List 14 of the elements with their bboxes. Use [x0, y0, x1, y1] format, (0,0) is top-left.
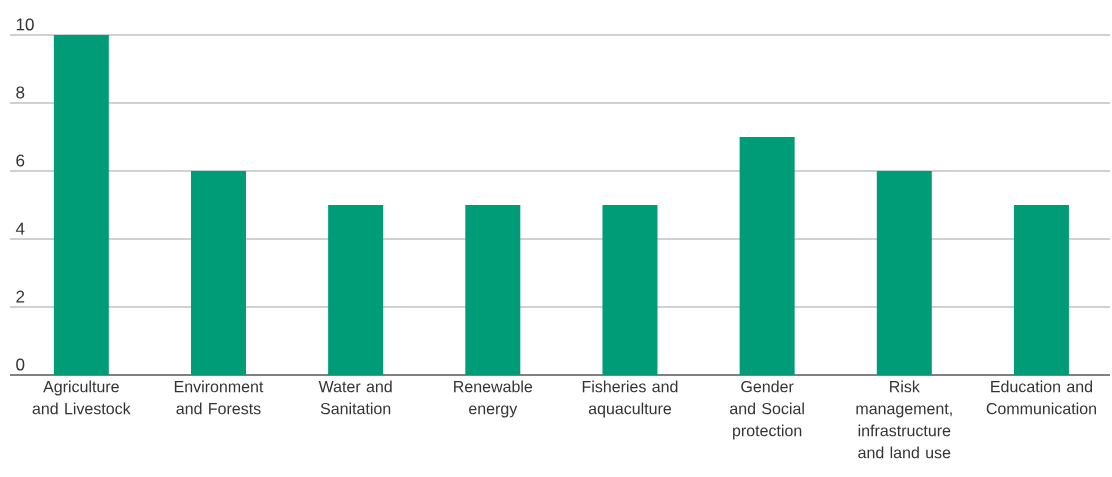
- x-tick-label: Water and Sanitation: [318, 380, 392, 415]
- x-tick-label: Gender and Social protection: [730, 380, 804, 440]
- x-tick-label: Renewable energy: [454, 380, 533, 418]
- y-tick-label: 6: [16, 154, 25, 167]
- x-tick-label: Education and Communication: [986, 380, 1096, 415]
- x-tick-label: Environment and Forests: [174, 380, 264, 415]
- y-tick-label: 4: [15, 222, 25, 235]
- x-tick-label: Agriculture and Livestock: [32, 380, 131, 415]
- x-tick-label: Risk management, infrastructure and land use: [856, 380, 952, 459]
- y-tick-label: 0: [16, 358, 25, 371]
- y-tick-label: 2: [16, 290, 25, 303]
- y-tick-label: 8: [16, 86, 25, 99]
- x-tick-label: Fisheries and aquaculture: [582, 380, 678, 418]
- y-tick-label: 10: [16, 18, 34, 31]
